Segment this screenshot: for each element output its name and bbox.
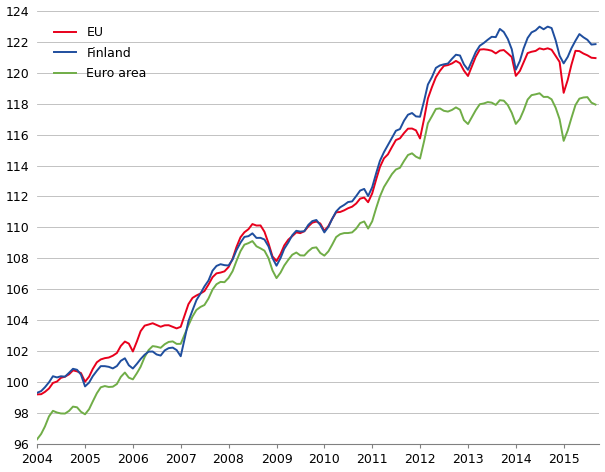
Line: EU: EU — [37, 48, 595, 395]
Legend: EU, Finland, Euro area: EU, Finland, Euro area — [49, 21, 152, 85]
Line: Finland: Finland — [37, 26, 595, 393]
Line: Euro area: Euro area — [37, 93, 595, 439]
